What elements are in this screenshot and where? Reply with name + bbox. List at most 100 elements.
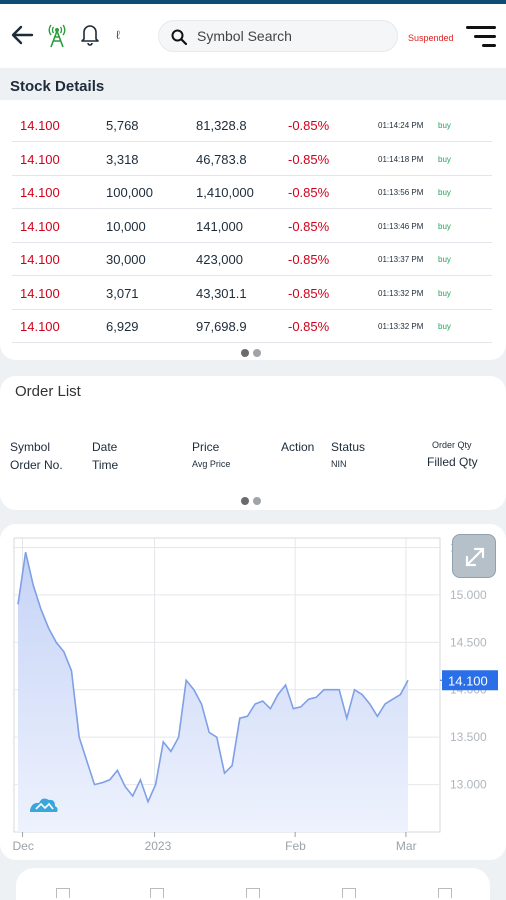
trade-volume: 30,000 xyxy=(106,252,146,267)
trade-time: 01:13:32 PM xyxy=(378,288,424,298)
trade-price: 14.100 xyxy=(20,151,60,167)
trade-time: 01:13:32 PM xyxy=(378,322,424,331)
trade-time: 01:14:24 PM xyxy=(378,121,424,130)
trade-price: 14.100 xyxy=(20,118,60,133)
col-symbol: Symbol xyxy=(10,440,51,454)
trade-time: 01:14:18 PM xyxy=(378,154,424,164)
trade-value: 97,698.9 xyxy=(196,319,247,334)
trade-time: 01:13:56 PM xyxy=(378,188,424,197)
trade-change: -0.85% xyxy=(288,319,330,334)
bell-icon[interactable] xyxy=(80,22,100,46)
trade-row: 14.100 3,318 46,783.8 -0.85% 01:14:18 PM buy xyxy=(12,143,492,176)
search-icon xyxy=(171,29,187,45)
col-date: Date xyxy=(92,440,118,454)
y-tick-label: 13.500 xyxy=(450,730,487,744)
x-tick-label: 2023 xyxy=(145,839,172,853)
trade-side: buy xyxy=(438,255,451,264)
trade-value: 1,410,000 xyxy=(196,185,254,200)
last-price-badge xyxy=(442,670,498,691)
trade-volume: 3,071 xyxy=(106,285,139,301)
page-dot[interactable] xyxy=(253,349,261,357)
page-indicator xyxy=(241,492,265,505)
trade-value: 46,783.8 xyxy=(196,151,247,167)
trade-row: 14.100 10,000 141,000 -0.85% 01:13:46 PM buy xyxy=(12,210,492,243)
trade-side: buy xyxy=(438,188,451,197)
trade-row: 14.100 30,000 423,000 -0.85% 01:13:37 PM buy xyxy=(12,243,492,276)
col-price: Price xyxy=(192,440,220,454)
nav-trade-icon[interactable] xyxy=(246,888,260,898)
hamburger-menu-icon[interactable] xyxy=(466,26,496,52)
search-placeholder: Symbol Search xyxy=(197,28,292,44)
y-tick-label: 13.000 xyxy=(450,778,487,792)
top-accent-bar xyxy=(0,0,506,4)
page-dot[interactable] xyxy=(241,497,249,505)
price-chart[interactable]: 13.00013.50014.00014.50015.00015.500Dec2… xyxy=(10,534,500,860)
market-status-label: Suspended xyxy=(408,33,454,43)
back-arrow-icon[interactable] xyxy=(10,24,34,46)
trade-price: 14.100 xyxy=(20,319,60,334)
col-status: Status xyxy=(331,440,366,454)
trade-side: buy xyxy=(438,221,451,231)
trade-side: buy xyxy=(438,288,451,298)
trade-change: -0.85% xyxy=(288,185,330,200)
trade-change: -0.85% xyxy=(288,118,330,133)
trade-value: 81,328.8 xyxy=(196,118,247,133)
price-area xyxy=(18,552,408,832)
col-nin: NIN xyxy=(331,459,347,469)
stock-details-title: Stock Details xyxy=(10,78,105,95)
col-avg-price: Avg Price xyxy=(192,459,231,469)
trade-time: 01:13:46 PM xyxy=(378,221,424,231)
nav-list-icon[interactable] xyxy=(150,888,164,898)
signal-glyph: ℓ xyxy=(116,28,120,42)
app-header: ℓ Symbol Search Suspended xyxy=(0,4,506,68)
last-price-label: 14.100 xyxy=(448,673,488,688)
col-order-qty: Order Qty xyxy=(432,440,472,450)
x-tick-label: Feb xyxy=(285,839,306,853)
trade-value: 141,000 xyxy=(196,218,243,234)
y-tick-label: 14.500 xyxy=(450,635,487,649)
trade-change: -0.85% xyxy=(288,285,330,301)
page-dot[interactable] xyxy=(241,349,249,357)
time-and-sales-card: 14.100 5,768 81,328.8 -0.85% 01:14:24 PM buy 1… xyxy=(0,100,506,360)
col-action: Action xyxy=(281,440,315,454)
trade-value: 423,000 xyxy=(196,252,243,267)
col-order-no: Order No. xyxy=(10,458,63,472)
order-list-card: Order List Symbol Order No. Date Time Pr… xyxy=(0,376,506,510)
trade-row: 14.100 5,768 81,328.8 -0.85% 01:14:24 PM buy xyxy=(12,109,492,142)
x-tick-label: Mar xyxy=(396,839,417,853)
trade-row: 14.100 6,929 97,698.9 -0.85% 01:13:32 PM buy xyxy=(12,310,492,343)
cloud-logo-icon xyxy=(30,798,58,812)
trade-side: buy xyxy=(438,121,451,130)
trade-volume: 6,929 xyxy=(106,319,139,334)
nav-more-icon[interactable] xyxy=(438,888,452,898)
trade-volume: 5,768 xyxy=(106,118,139,133)
col-filled-qty: Filled Qty xyxy=(427,455,478,469)
trade-volume: 100,000 xyxy=(106,185,153,200)
page-dot[interactable] xyxy=(253,497,261,505)
signal-tower-icon[interactable] xyxy=(46,22,68,48)
col-time: Time xyxy=(92,458,119,472)
nav-home-icon[interactable] xyxy=(56,888,70,898)
trade-value: 43,301.1 xyxy=(196,285,247,301)
expand-chart-button[interactable] xyxy=(452,534,496,578)
expand-icon xyxy=(465,547,485,567)
symbol-search-box[interactable]: Symbol Search xyxy=(158,20,398,52)
trade-volume: 3,318 xyxy=(106,151,139,167)
y-tick-label: 15.000 xyxy=(450,588,487,602)
trade-price: 14.100 xyxy=(20,285,60,301)
nav-portfolio-icon[interactable] xyxy=(342,888,356,898)
trade-price: 14.100 xyxy=(20,185,60,200)
trade-side: buy xyxy=(438,154,451,164)
trade-change: -0.85% xyxy=(288,151,330,167)
trade-row: 14.100 100,000 1,410,000 -0.85% 01:13:56 PM b… xyxy=(12,176,492,209)
trade-change: -0.85% xyxy=(288,218,330,234)
trade-volume: 10,000 xyxy=(106,218,146,234)
page-indicator xyxy=(241,344,265,357)
trade-price: 14.100 xyxy=(20,218,60,234)
trade-price: 14.100 xyxy=(20,252,60,267)
trade-side: buy xyxy=(438,322,451,331)
order-list-title: Order List xyxy=(15,383,81,400)
price-line xyxy=(17,552,409,804)
x-tick-label: Dec xyxy=(13,839,34,853)
trade-time: 01:13:37 PM xyxy=(378,255,424,264)
